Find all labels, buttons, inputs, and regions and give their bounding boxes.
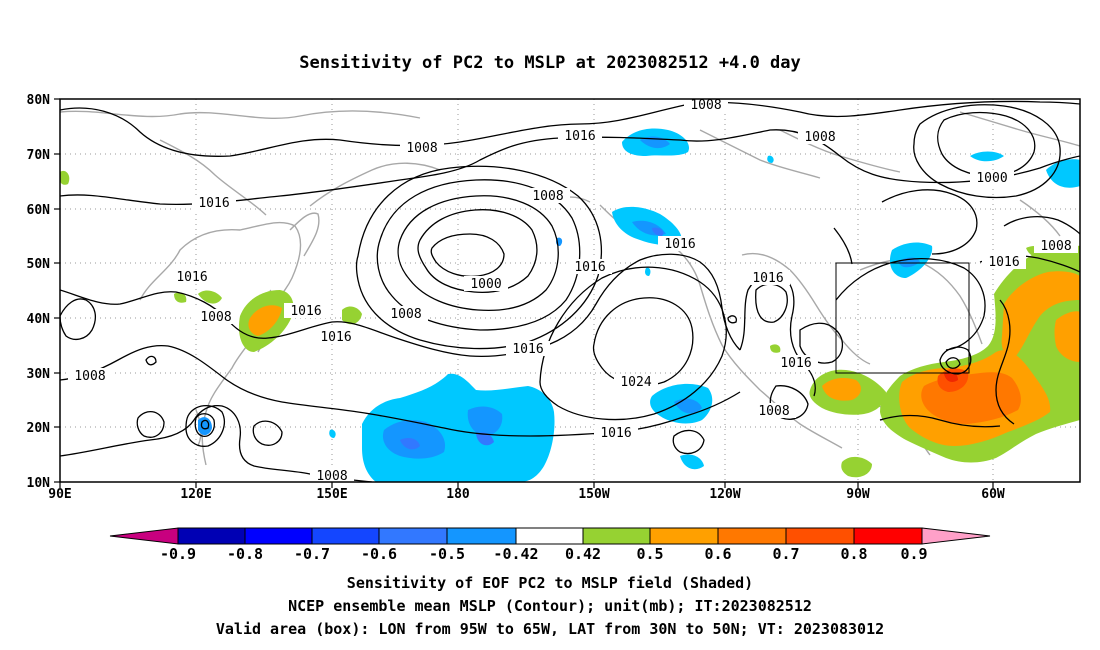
colorbar-label: 0.42 [565, 545, 601, 563]
lat-label: 80N [27, 93, 51, 108]
contour-label: 1000 [976, 171, 1007, 186]
colorbar-swatch [718, 528, 786, 544]
lon-label: 90W [846, 487, 870, 502]
figure-title: Sensitivity of PC2 to MSLP at 2023082512… [299, 53, 801, 73]
contour-label: 1024 [620, 375, 651, 390]
colorbar-label: -0.7 [294, 545, 330, 563]
contour-label: 1008 [690, 98, 721, 113]
valid-area-box [835, 262, 970, 374]
lon-label: 60W [981, 487, 1005, 502]
lon-label: 180 [446, 487, 470, 502]
colorbar-label: 0.9 [900, 545, 927, 563]
caption-line-2: NCEP ensemble mean MSLP (Contour); unit(… [288, 597, 812, 615]
contour-label: 1008 [316, 469, 347, 484]
colorbar-swatch [447, 528, 516, 544]
colorbar-label: 0.6 [704, 545, 731, 563]
lon-label: 90E [48, 487, 71, 502]
contour-label: 1016 [198, 196, 229, 211]
colorbar-label: 0.8 [840, 545, 867, 563]
caption-line-1: Sensitivity of EOF PC2 to MSLP field (Sh… [347, 574, 753, 592]
colorbar-labels: -0.9 -0.8 -0.7 -0.6 -0.5 -0.42 0.42 0.5 … [160, 545, 928, 563]
colorbar-swatch [650, 528, 718, 544]
colorbar-swatch [516, 528, 583, 544]
colorbar-label: -0.6 [361, 545, 397, 563]
contour-labels-extra: 1016 [982, 254, 1026, 270]
contour-label: 1016 [176, 270, 207, 285]
colorbar-border [177, 527, 923, 545]
contour-label: 1016 [564, 129, 595, 144]
colorbar-label: -0.8 [227, 545, 263, 563]
colorbar-swatch [178, 528, 245, 544]
colorbar-high-triangle [921, 527, 991, 545]
colorbar-label: -0.5 [429, 545, 465, 563]
contour-label: 1016 [600, 426, 631, 441]
contour-labels: 1008 1008 1016 1008 1000 1016 1008 1016 … [68, 97, 1078, 484]
colorbar-swatch [583, 528, 650, 544]
lat-label: 10N [27, 476, 51, 491]
colorbar-swatch [854, 528, 922, 544]
lon-label: 150E [316, 487, 347, 502]
contour-label: 1008 [406, 141, 437, 156]
contour-label: 1016 [988, 255, 1019, 270]
contour-label: 1016 [574, 260, 605, 275]
contour-label: 1008 [804, 130, 835, 145]
lat-label: 20N [27, 421, 51, 436]
lat-label: 60N [27, 203, 51, 218]
contour-label: 1008 [532, 189, 563, 204]
latitude-labels: 80N 70N 60N 50N 40N 30N 20N 10N [27, 93, 51, 491]
contour-label: 1008 [390, 307, 421, 322]
contour-label: 1008 [200, 310, 231, 325]
contour-label: 1008 [74, 369, 105, 384]
axis-ticks [54, 98, 994, 488]
lon-label: 120E [180, 487, 211, 502]
lon-label: 150W [578, 487, 609, 502]
colorbar-swatch [786, 528, 854, 544]
contour-label: 1008 [1040, 239, 1071, 254]
caption-line-3: Valid area (box): LON from 95W to 65W, L… [216, 620, 884, 638]
colorbar-label: -0.42 [493, 545, 538, 563]
colorbar-swatch [379, 528, 447, 544]
contour-label: 1016 [290, 304, 321, 319]
colorbar-low-triangle [109, 527, 179, 545]
contour-label: 1016 [320, 330, 351, 345]
contour-label: 1016 [512, 342, 543, 357]
map-frame [59, 98, 1081, 483]
colorbar [109, 527, 991, 545]
colorbar-label: -0.9 [160, 545, 196, 563]
lat-label: 50N [27, 257, 51, 272]
lat-label: 30N [27, 367, 51, 382]
lon-label: 120W [709, 487, 740, 502]
colorbar-swatch [312, 528, 379, 544]
contour-label: 1016 [752, 271, 783, 286]
contour-label: 1000 [470, 277, 501, 292]
lat-label: 70N [27, 148, 51, 163]
longitude-labels: 90E 120E 150E 180 150W 120W 90W 60W [48, 487, 1005, 502]
colorbar-swatch [245, 528, 312, 544]
contour-label: 1008 [758, 404, 789, 419]
contour-label: 1016 [664, 237, 695, 252]
contour-label: 1016 [780, 356, 811, 371]
colorbar-label: 0.7 [772, 545, 799, 563]
lat-label: 40N [27, 312, 51, 327]
colorbar-label: 0.5 [636, 545, 663, 563]
